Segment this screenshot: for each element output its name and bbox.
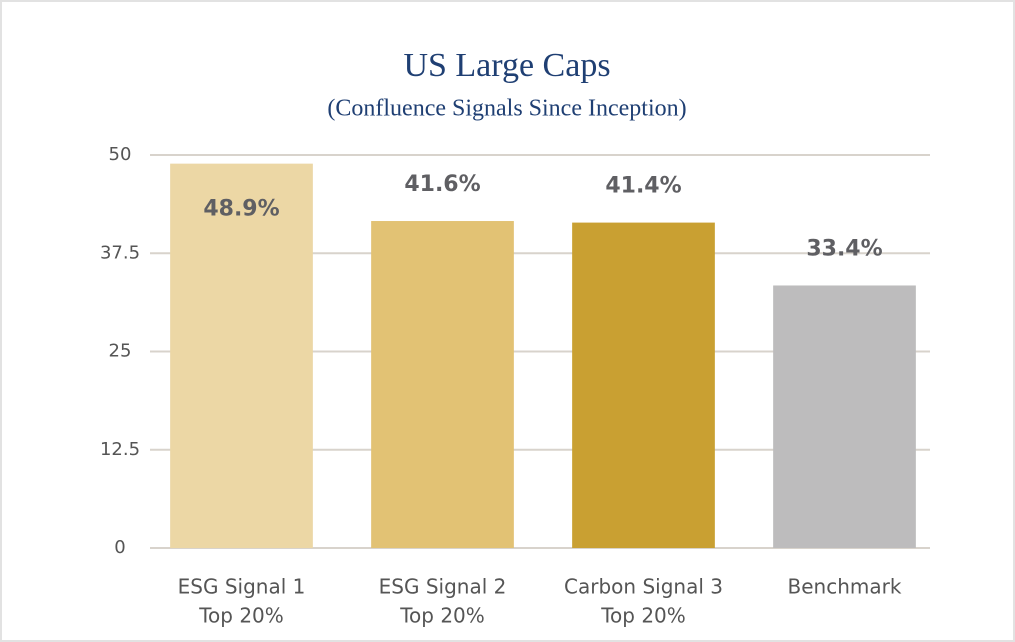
value-label: 33.4% — [806, 236, 882, 261]
x-tick-label: ESG Signal 2 — [379, 575, 507, 599]
y-tick-label: 0 — [114, 537, 125, 558]
y-tick-label: 25 — [109, 341, 132, 362]
x-tick-label: Carbon Signal 3 — [564, 575, 723, 599]
bar — [170, 163, 313, 548]
bar — [773, 285, 916, 548]
y-tick-label: 37.5 — [100, 242, 140, 263]
y-tick-label: 50 — [109, 144, 132, 165]
x-tick-label: Top 20% — [198, 604, 284, 628]
bar — [572, 222, 715, 548]
bar — [371, 221, 514, 549]
chart-title: US Large Caps — [403, 47, 610, 84]
chart-subtitle: (Confluence Signals Since Inception) — [327, 96, 686, 122]
x-tick-label: Top 20% — [600, 604, 686, 628]
value-label: 41.4% — [605, 174, 681, 199]
x-tick-label: Benchmark — [788, 575, 902, 599]
y-tick-label: 12.5 — [100, 439, 140, 460]
value-label: 41.6% — [404, 172, 480, 197]
x-tick-label: Top 20% — [399, 604, 485, 628]
x-tick-label: ESG Signal 1 — [178, 575, 306, 599]
value-label: 48.9% — [203, 197, 279, 222]
